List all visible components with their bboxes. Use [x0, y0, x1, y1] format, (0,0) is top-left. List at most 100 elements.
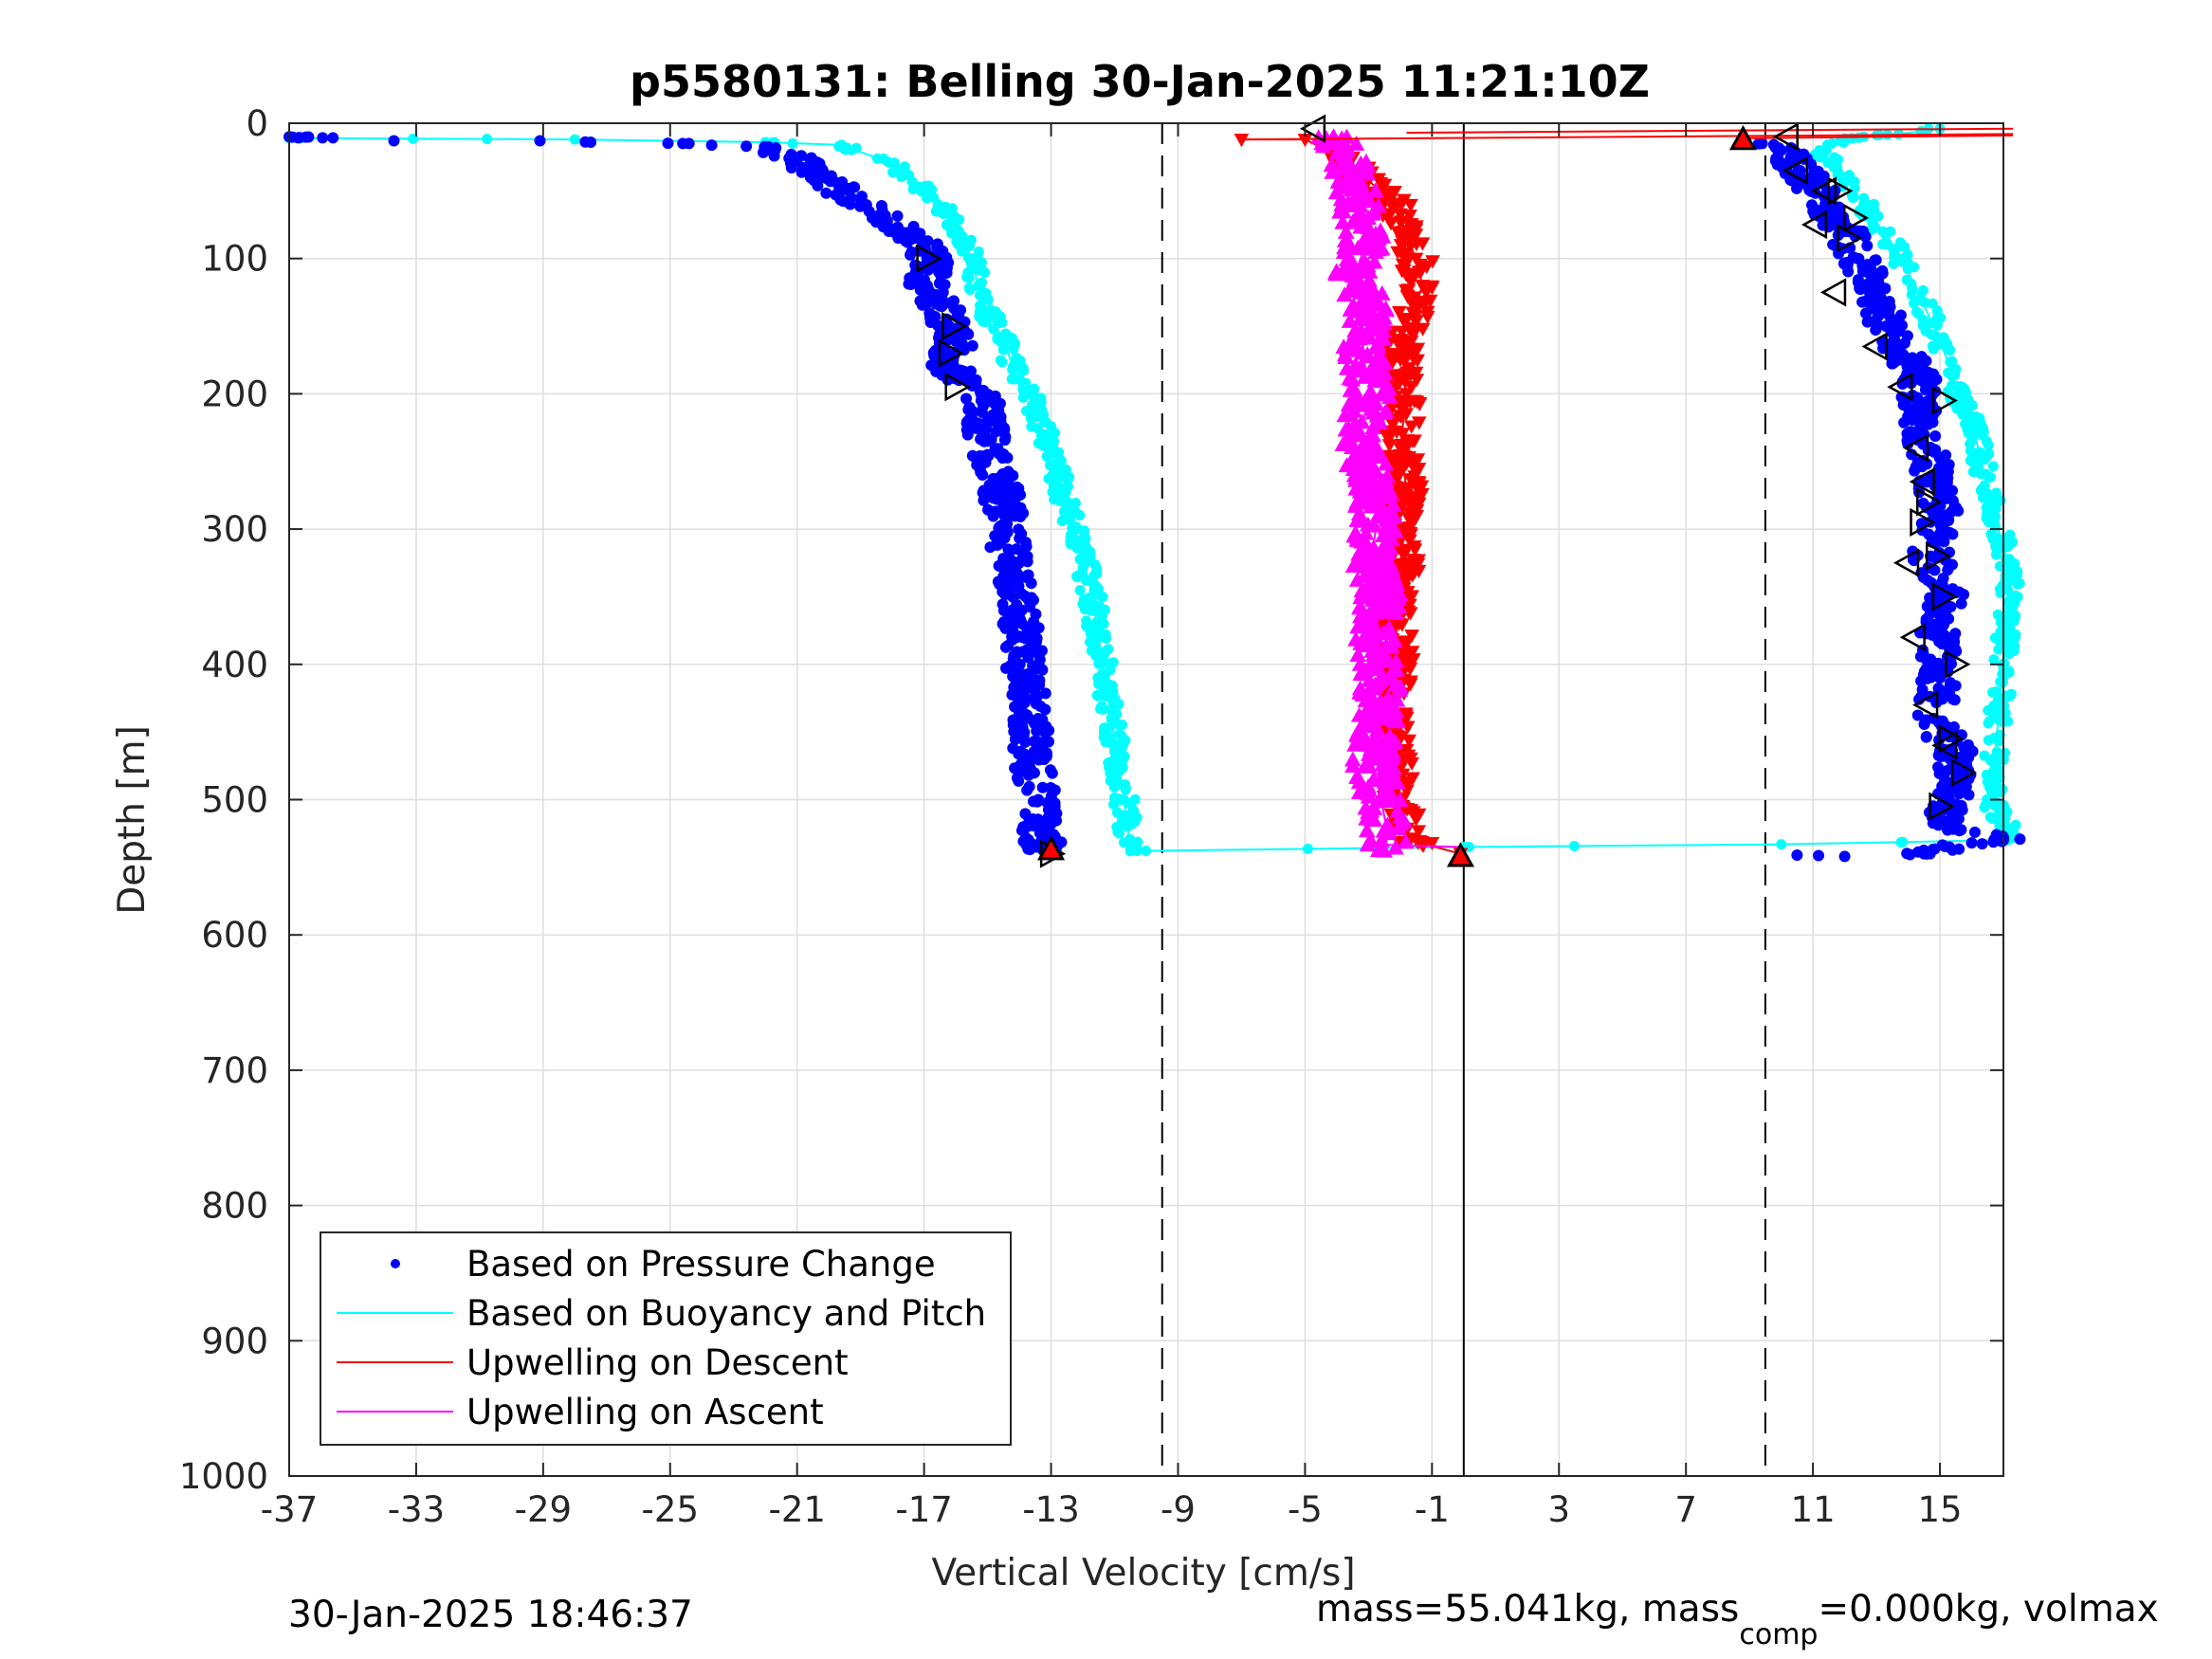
pressure-change-point [1004, 502, 1016, 515]
pressure-change-point [1932, 761, 1945, 774]
pressure-change-point [936, 268, 948, 281]
x-tick-label: 3 [1547, 1489, 1570, 1530]
pressure-change-point [1027, 795, 1039, 808]
pressure-change-point [1011, 667, 1023, 680]
buoyancy-point [996, 356, 1008, 368]
buoyancy-point [1976, 483, 1987, 495]
pressure-change-point [955, 304, 967, 317]
pressure-change-point [388, 135, 400, 147]
pressure-change-point [1920, 663, 1932, 675]
pressure-change-point [1924, 608, 1936, 620]
buoyancy-point [482, 134, 493, 145]
buoyancy-point [1123, 797, 1134, 809]
pressure-change-point [1947, 528, 1959, 540]
buoyancy-point [1894, 237, 1906, 248]
pressure-change-point [855, 191, 868, 203]
buoyancy-point [1929, 330, 1941, 341]
buoyancy-point [1837, 137, 1849, 148]
pressure-change-point [1900, 356, 1912, 369]
buoyancy-point [2009, 597, 2020, 609]
pressure-change-point [534, 135, 546, 147]
buoyancy-point [2002, 584, 2013, 595]
buoyancy-point [1100, 722, 1111, 734]
pressure-change-point [1037, 821, 1050, 833]
pressure-change-point [1915, 675, 1928, 687]
pressure-change-point [1029, 736, 1041, 748]
pressure-change-point [1937, 573, 1949, 585]
legend-label: Based on Pressure Change [466, 1244, 936, 1285]
buoyancy-point [1104, 732, 1115, 743]
buoyancy-point [1114, 793, 1125, 805]
buoyancy-point [953, 239, 964, 250]
buoyancy-point [922, 192, 933, 204]
pressure-change-point [866, 211, 878, 224]
buoyancy-point [1105, 658, 1116, 669]
pressure-change-point [999, 641, 1012, 653]
x-tick-label: -21 [768, 1489, 825, 1530]
buoyancy-point [923, 180, 935, 191]
buoyancy-point [1988, 654, 2000, 665]
x-tick-label: -9 [1161, 1489, 1196, 1530]
pressure-change-point [879, 210, 891, 222]
pressure-change-point [974, 385, 986, 397]
pressure-change-point [1021, 550, 1033, 562]
pressure-change-point [1929, 444, 1942, 456]
pressure-change-point [820, 187, 832, 199]
buoyancy-point [1124, 846, 1136, 857]
pressure-change-point [978, 397, 990, 410]
pressure-change-point [1935, 616, 1947, 629]
footer-mass-info: mass=55.041kg, masscomp=0.000kg, volmax [1316, 1588, 2159, 1651]
x-tick-label: -17 [895, 1489, 952, 1530]
pressure-change-point [966, 339, 978, 352]
buoyancy-point [906, 175, 918, 187]
buoyancy-point [1093, 658, 1105, 669]
buoyancy-point [1051, 477, 1062, 488]
reference-lines [1161, 123, 1766, 1476]
pressure-change-point [806, 172, 818, 184]
pressure-change-point [999, 569, 1012, 581]
pressure-change-point [1949, 798, 1962, 811]
pressure-change-point [1028, 692, 1040, 704]
buoyancy-point [1097, 703, 1108, 715]
pressure-change-point [925, 359, 938, 372]
buoyancy-point [569, 134, 580, 145]
legend-marker [391, 1259, 400, 1268]
pressure-change-point [1874, 298, 1886, 310]
buoyancy-point [1569, 840, 1581, 851]
pressure-change-point [1916, 684, 1929, 696]
footer-mass-prefix: mass=55.041kg, mass [1316, 1588, 1739, 1631]
buoyancy-point [1861, 203, 1873, 214]
buoyancy-point [1945, 356, 1956, 368]
buoyancy-point [1045, 437, 1056, 448]
pressure-change-point [933, 277, 945, 289]
pressure-change-point [579, 136, 592, 148]
buoyancy-ascent-line [1130, 127, 2011, 852]
buoyancy-point [974, 290, 985, 301]
buoyancy-point [1302, 843, 1313, 854]
pressure-change-point [993, 483, 1005, 495]
buoyancy-point [1071, 535, 1083, 546]
pressure-change-point [820, 173, 832, 185]
pressure-change-point [929, 311, 941, 323]
pressure-change-point [1943, 514, 1955, 526]
pressure-change-point [1976, 838, 1988, 850]
buoyancy-point [1041, 450, 1052, 462]
pressure-change-point [1002, 543, 1015, 556]
pressure-change-point [317, 132, 329, 144]
buoyancy-point [1895, 836, 1907, 848]
pressure-change-point [1020, 540, 1033, 553]
buoyancy-point [1026, 421, 1037, 432]
pressure-change-point [1004, 561, 1016, 574]
buoyancy-point [2010, 819, 2021, 830]
pressure-change-point [662, 137, 674, 150]
buoyancy-point [871, 153, 883, 164]
pressure-change-point [1007, 719, 1019, 731]
pressure-change-point [1855, 283, 1867, 296]
pressure-change-point [1904, 848, 1916, 861]
pressure-change-point [1968, 826, 1981, 838]
buoyancy-point [1088, 620, 1099, 631]
pressure-change-point [995, 410, 1007, 423]
pressure-change-point [1033, 679, 1046, 691]
buoyancy-point [1116, 814, 1127, 826]
pressure-change-point [1932, 510, 1945, 522]
